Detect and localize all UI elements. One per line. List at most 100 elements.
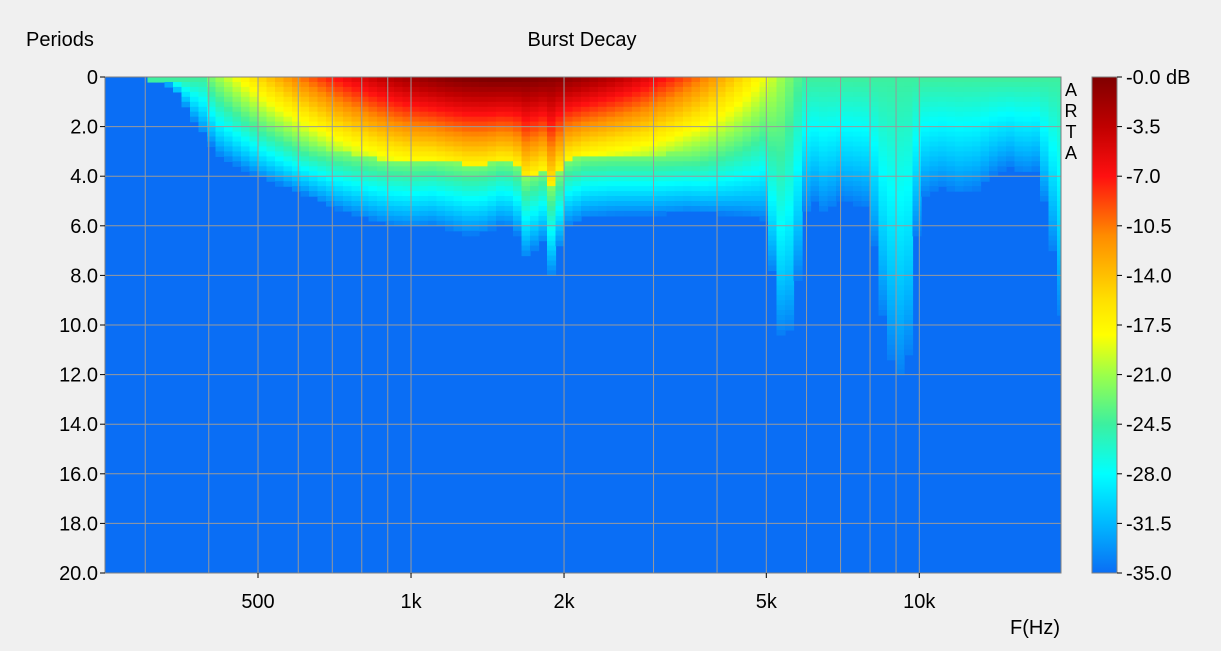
- heatmap-cell: [878, 201, 888, 207]
- heatmap-cell: [190, 96, 200, 103]
- heatmap-cell: [674, 186, 684, 192]
- heatmap-cell: [343, 156, 353, 162]
- heatmap-cell: [326, 121, 336, 128]
- heatmap-cell: [1057, 101, 1061, 108]
- heatmap-cell: [462, 201, 472, 207]
- heatmap-cell: [606, 146, 616, 152]
- heatmap-cell: [589, 181, 599, 187]
- heatmap-cell: [470, 82, 480, 88]
- heatmap-cell: [929, 171, 939, 177]
- heatmap-cell: [878, 230, 888, 237]
- heatmap-cell: [666, 121, 676, 128]
- heatmap-cell: [496, 196, 506, 202]
- heatmap-cell: [1040, 146, 1050, 152]
- heatmap-cell: [385, 186, 395, 192]
- heatmap-cell: [479, 196, 489, 202]
- heatmap-cell: [530, 82, 540, 88]
- heatmap-cell: [394, 181, 404, 187]
- heatmap-cell: [487, 196, 497, 202]
- heatmap-cell: [334, 106, 344, 113]
- heatmap-cell: [819, 176, 829, 182]
- heatmap-cell: [674, 86, 684, 93]
- heatmap-cell: [368, 86, 378, 93]
- heatmap-cell: [912, 146, 922, 152]
- heatmap-cell: [887, 255, 897, 262]
- heatmap-cell: [402, 82, 412, 88]
- heatmap-cell: [368, 101, 378, 108]
- heatmap-cell: [683, 171, 693, 177]
- heatmap-cell: [793, 235, 803, 242]
- heatmap-cell: [887, 201, 897, 207]
- heatmap-cell: [895, 131, 905, 138]
- heatmap-cell: [411, 176, 421, 182]
- heatmap-cell: [691, 82, 701, 88]
- heatmap-cell: [674, 201, 684, 207]
- heatmap-cell: [955, 91, 965, 98]
- heatmap-cell: [249, 91, 259, 98]
- heatmap-cell: [402, 146, 412, 152]
- heatmap-cell: [632, 201, 642, 207]
- heatmap-cell: [768, 240, 778, 247]
- heatmap-cell: [793, 77, 803, 83]
- heatmap-cell: [555, 191, 565, 197]
- heatmap-cell: [377, 126, 387, 133]
- heatmap-cell: [581, 181, 591, 187]
- heatmap-cell: [921, 86, 931, 93]
- heatmap-cell: [929, 146, 939, 152]
- heatmap-cell: [589, 141, 599, 148]
- heatmap-cell: [266, 156, 276, 162]
- heatmap-cell: [368, 121, 378, 128]
- heatmap-cell: [411, 166, 421, 172]
- heatmap-cell: [394, 206, 404, 212]
- heatmap-cell: [819, 106, 829, 113]
- heatmap-cell: [742, 136, 752, 143]
- heatmap-cell: [402, 91, 412, 98]
- heatmap-cell: [904, 146, 914, 152]
- heatmap-cell: [538, 136, 548, 143]
- heatmap-cell: [1014, 106, 1024, 113]
- heatmap-cell: [385, 116, 395, 123]
- heatmap-cell: [419, 141, 429, 148]
- heatmap-cell: [385, 176, 395, 182]
- heatmap-cell: [487, 215, 497, 222]
- heatmap-cell: [1057, 181, 1061, 187]
- heatmap-cell: [224, 126, 234, 133]
- heatmap-cell: [717, 186, 727, 192]
- heatmap-cell: [360, 161, 370, 167]
- heatmap-cell: [479, 101, 489, 108]
- heatmap-cell: [1040, 156, 1050, 162]
- heatmap-cell: [428, 101, 438, 108]
- heatmap-cell: [275, 161, 285, 167]
- heatmap-cell: [683, 96, 693, 103]
- heatmap-cell: [742, 186, 752, 192]
- heatmap-cell: [589, 116, 599, 123]
- heatmap-cell: [470, 146, 480, 152]
- heatmap-cell: [496, 106, 506, 113]
- heatmap-cell: [564, 176, 574, 182]
- heatmap-cell: [819, 186, 829, 192]
- heatmap-cell: [870, 146, 880, 152]
- heatmap-cell: [819, 141, 829, 148]
- heatmap-cell: [343, 126, 353, 133]
- heatmap-cell: [929, 161, 939, 167]
- heatmap-cell: [300, 96, 310, 103]
- heatmap-cell: [487, 82, 497, 88]
- heatmap-cell: [428, 210, 438, 217]
- heatmap-cell: [946, 82, 956, 88]
- heatmap-cell: [946, 77, 956, 83]
- heatmap-cell: [292, 186, 302, 192]
- heatmap-cell: [198, 91, 208, 98]
- heatmap-cell: [929, 82, 939, 88]
- heatmap-cell: [904, 225, 914, 232]
- heatmap-cell: [479, 126, 489, 133]
- heatmap-cell: [530, 131, 540, 138]
- heatmap-cell: [887, 235, 897, 242]
- heatmap-cell: [878, 111, 888, 118]
- heatmap-cell: [742, 156, 752, 162]
- heatmap-cell: [904, 260, 914, 267]
- heatmap-cell: [215, 77, 225, 83]
- heatmap-cell: [317, 181, 327, 187]
- heatmap-cell: [249, 82, 259, 88]
- heatmap-cell: [428, 131, 438, 138]
- heatmap-cell: [861, 161, 871, 167]
